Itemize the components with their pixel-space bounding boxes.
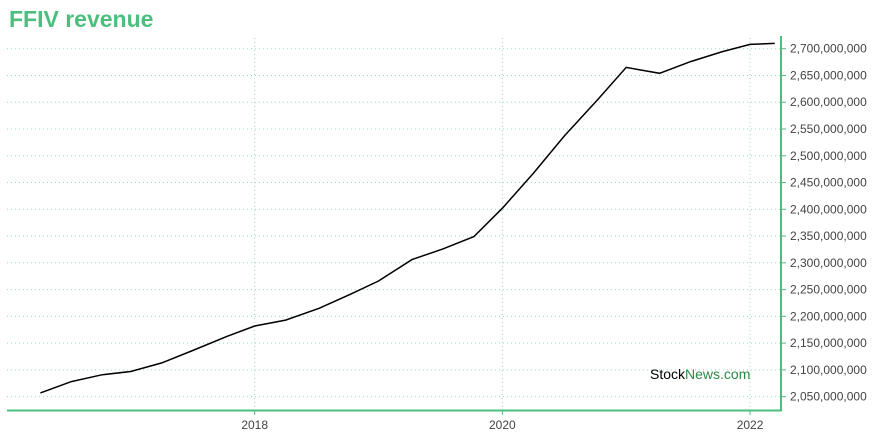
watermark-part-com: .com bbox=[720, 366, 750, 382]
y-tick-label: 2,250,000,000 bbox=[790, 283, 867, 297]
y-tick-label: 2,150,000,000 bbox=[790, 336, 867, 350]
y-tick-label: 2,100,000,000 bbox=[790, 363, 867, 377]
x-axis-ticks: 2018 2020 2022 bbox=[241, 410, 764, 432]
y-tick-label: 2,650,000,000 bbox=[790, 68, 867, 82]
y-tick-label: 2,500,000,000 bbox=[790, 149, 867, 163]
y-tick-label: 2,600,000,000 bbox=[790, 95, 867, 109]
axes bbox=[7, 36, 782, 412]
revenue-series-line bbox=[40, 42, 775, 394]
y-tick-label: 2,700,000,000 bbox=[790, 42, 867, 56]
y-tick-label: 2,050,000,000 bbox=[790, 390, 867, 404]
stocknews-watermark: StockNews.com bbox=[650, 366, 750, 382]
y-tick-label: 2,450,000,000 bbox=[790, 176, 867, 190]
x-tick-label: 2018 bbox=[241, 418, 268, 432]
x-tick-label: 2020 bbox=[489, 418, 516, 432]
y-tick-label: 2,200,000,000 bbox=[790, 309, 867, 323]
x-tick-label: 2022 bbox=[737, 418, 764, 432]
watermark-part-news: News bbox=[685, 366, 720, 382]
y-tick-label: 2,350,000,000 bbox=[790, 229, 867, 243]
chart-title: FFIV revenue bbox=[9, 6, 154, 32]
y-tick-label: 2,400,000,000 bbox=[790, 202, 867, 216]
y-tick-label: 2,300,000,000 bbox=[790, 256, 867, 270]
watermark-part-stock: Stock bbox=[650, 366, 686, 382]
y-axis-ticks: 2,050,000,000 2,100,000,000 2,150,000,000 2… bbox=[781, 42, 867, 404]
gridlines bbox=[7, 38, 781, 410]
y-tick-label: 2,550,000,000 bbox=[790, 122, 867, 136]
